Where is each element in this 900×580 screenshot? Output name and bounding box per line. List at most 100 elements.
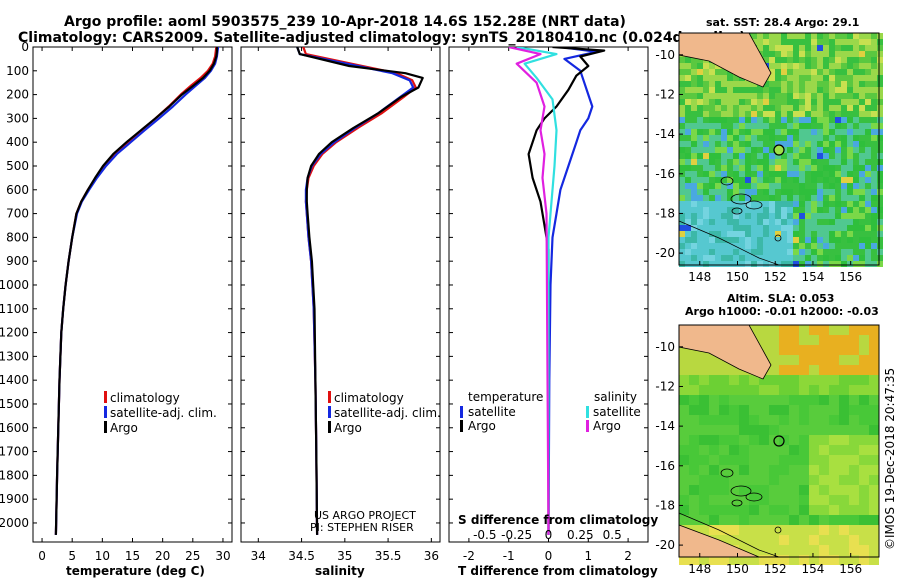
- map-cell: [823, 219, 829, 225]
- map-cell: [835, 81, 841, 87]
- map-cell: [697, 123, 703, 129]
- map-cell: [787, 207, 793, 213]
- map-cell: [721, 165, 727, 171]
- map-cell: [751, 165, 757, 171]
- map-cell: [721, 261, 727, 267]
- map-cell: [715, 165, 721, 171]
- map-cell: [759, 555, 769, 565]
- depth-tick-label: 1400: [0, 373, 29, 387]
- map-cell: [729, 475, 739, 485]
- map-cell: [799, 495, 809, 505]
- map-cell: [779, 485, 789, 495]
- map-cell: [787, 183, 793, 189]
- map-cell: [789, 365, 799, 375]
- map-y-tick-label: -10: [655, 340, 675, 354]
- map-cell: [817, 243, 823, 249]
- map-cell: [835, 75, 841, 81]
- map-cell: [781, 135, 787, 141]
- map-cell: [823, 39, 829, 45]
- map-cell: [781, 141, 787, 147]
- map-cell: [727, 153, 733, 159]
- map-cell: [703, 75, 709, 81]
- depth-axis-ticks: 0100200300400500600700800900100011001200…: [0, 40, 29, 530]
- map-cell: [841, 129, 847, 135]
- map-cell: [859, 183, 865, 189]
- map-cell: [871, 117, 877, 123]
- map-cell: [787, 45, 793, 51]
- map-cell: [679, 93, 685, 99]
- map-cell: [859, 177, 865, 183]
- map-cell: [871, 75, 877, 81]
- map-cell: [679, 183, 685, 189]
- map-cell: [679, 147, 685, 153]
- map-cell: [871, 39, 877, 45]
- map-cell: [799, 189, 805, 195]
- map-cell: [685, 87, 691, 93]
- map-cell: [853, 87, 859, 93]
- map-cell: [691, 57, 697, 63]
- legend-label-t-satellite: satellite: [468, 405, 516, 419]
- map-cell: [805, 249, 811, 255]
- map-cell: [781, 123, 787, 129]
- map-cell: [739, 237, 745, 243]
- map-cell: [839, 345, 849, 355]
- map-cell: [751, 111, 757, 117]
- map-cell: [829, 375, 839, 385]
- map-cell: [877, 33, 883, 39]
- map-cell: [679, 395, 689, 405]
- map-cell: [817, 177, 823, 183]
- salinity-axis-ticks: 34 34.5 35 35.5 36: [241, 46, 440, 563]
- map-cell: [853, 63, 859, 69]
- map-cell: [757, 195, 763, 201]
- map-cell: [709, 231, 715, 237]
- map-cell: [811, 207, 817, 213]
- map-cell: [859, 231, 865, 237]
- map-cell: [733, 225, 739, 231]
- map-cell: [763, 255, 769, 261]
- map-cell: [679, 159, 685, 165]
- map-cell: [697, 207, 703, 213]
- map-cell: [811, 219, 817, 225]
- map-cell: [751, 81, 757, 87]
- map-cell: [809, 335, 819, 345]
- map-cell: [745, 201, 751, 207]
- map-cell: [745, 141, 751, 147]
- map-cell: [757, 135, 763, 141]
- legend-swatch-s-argo: [586, 420, 589, 432]
- map-cell: [859, 345, 869, 355]
- map-cell: [805, 153, 811, 159]
- map-cell: [877, 117, 883, 123]
- map-cell: [805, 213, 811, 219]
- map-cell: [727, 99, 733, 105]
- map-cell: [691, 63, 697, 69]
- map-cell: [699, 475, 709, 485]
- map-cell: [877, 213, 883, 219]
- map-cell: [775, 171, 781, 177]
- map-cell: [719, 405, 729, 415]
- map-cell: [877, 111, 883, 117]
- map-cell: [721, 117, 727, 123]
- map-cell: [787, 135, 793, 141]
- map-cell: [715, 237, 721, 243]
- map-cell: [757, 219, 763, 225]
- map-cell: [733, 243, 739, 249]
- island-outline: [774, 234, 782, 242]
- map-cell: [793, 99, 799, 105]
- map-cell: [775, 237, 781, 243]
- map-cell: [859, 485, 869, 495]
- map-cell: [799, 385, 809, 395]
- map-cell: [709, 385, 719, 395]
- map-cell: [685, 213, 691, 219]
- map-cell: [721, 123, 727, 129]
- map-cell: [849, 475, 859, 485]
- map-cell: [841, 153, 847, 159]
- map-cell: [751, 261, 757, 267]
- map-cell: [709, 225, 715, 231]
- map-cell: [789, 525, 799, 535]
- map-cell: [811, 165, 817, 171]
- map-cell: [733, 261, 739, 267]
- map-cell: [871, 231, 877, 237]
- map-cell: [865, 123, 871, 129]
- sla-map-panel: Altim. SLA: 0.053 Argo h1000: -0.01 h200…: [655, 292, 880, 576]
- map-cell: [739, 165, 745, 171]
